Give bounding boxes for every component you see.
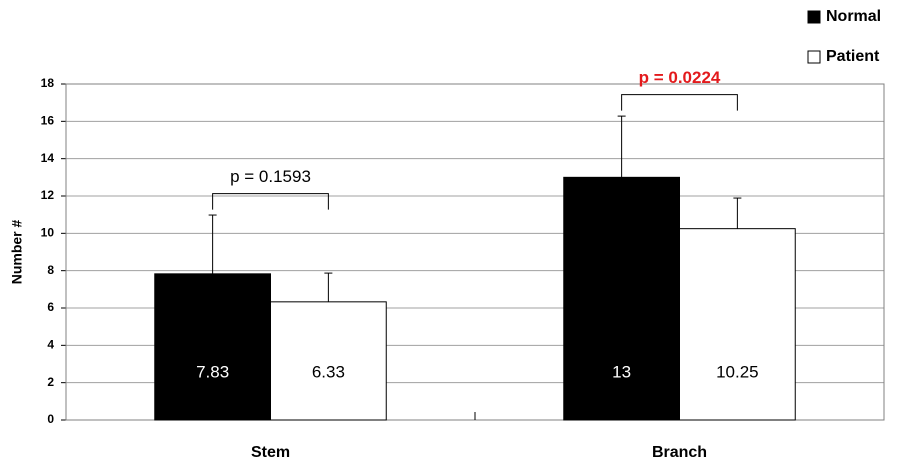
bar bbox=[154, 273, 272, 421]
y-tick-label: 8 bbox=[47, 263, 54, 277]
bar bbox=[563, 176, 680, 421]
significance-bracket bbox=[621, 94, 738, 111]
data-label: 6.33 bbox=[312, 362, 345, 381]
y-tick-label: 4 bbox=[47, 338, 54, 352]
significance-bracket bbox=[212, 193, 329, 210]
data-label: 10.25 bbox=[716, 362, 759, 381]
x-tick-label: Branch bbox=[652, 444, 707, 461]
annotation: p = 0.1593 bbox=[230, 167, 311, 186]
y-tick-label: 16 bbox=[41, 114, 55, 128]
y-tick-label: 0 bbox=[47, 412, 54, 426]
data-label: 7.83 bbox=[196, 362, 229, 381]
y-tick-label: 6 bbox=[47, 300, 54, 314]
bar bbox=[270, 301, 387, 421]
y-tick-label: 10 bbox=[41, 226, 55, 240]
legend-swatch bbox=[807, 50, 821, 64]
legend-label: Normal bbox=[826, 8, 881, 25]
bar bbox=[679, 228, 796, 421]
legend-swatch bbox=[807, 10, 821, 24]
annotation: p = 0.0224 bbox=[639, 68, 721, 87]
y-tick-label: 18 bbox=[41, 76, 55, 90]
y-tick-label: 12 bbox=[41, 188, 55, 202]
y-tick-label: 2 bbox=[47, 375, 54, 389]
y-tick-label: 14 bbox=[41, 151, 55, 165]
y-axis-label: Number # bbox=[9, 220, 25, 285]
x-tick-label: Stem bbox=[251, 444, 290, 461]
legend-label: Patient bbox=[826, 48, 880, 65]
data-label: 13 bbox=[612, 362, 631, 381]
